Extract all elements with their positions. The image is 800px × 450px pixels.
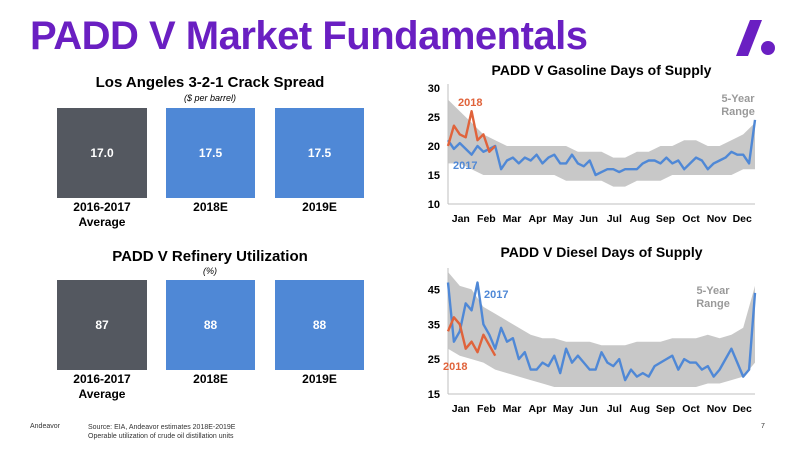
diesel-x-tick-label: Jan xyxy=(452,403,470,415)
gasoline-chart-title: PADD V Gasoline Days of Supply xyxy=(492,62,712,78)
util-label-line2: Average xyxy=(78,387,126,401)
footer-source: Source: EIA, Andeavor estimates 2018E-20… xyxy=(88,423,235,441)
util-value-2019e: 88 xyxy=(312,318,327,332)
crack-label-2016-2017: 2016-2017 Average xyxy=(57,200,147,230)
diesel-x-tick-label: Jun xyxy=(579,403,598,415)
diesel-y-tick-label: 45 xyxy=(428,284,440,296)
diesel-y-tick-label: 35 xyxy=(428,319,440,331)
gasoline-y-tick-label: 10 xyxy=(428,199,440,211)
gasoline-annotation-5-year-range: Range xyxy=(721,106,755,118)
diesel-annotation-2018: 2018 xyxy=(443,361,467,373)
crack-value-2018e: 17.5 xyxy=(198,146,223,160)
diesel-annotation-2017: 2017 xyxy=(484,289,508,301)
diesel-x-tick-label: Jul xyxy=(607,403,622,415)
gasoline-x-tick-label: Aug xyxy=(630,213,650,225)
diesel-series-2018 xyxy=(446,316,497,357)
gasoline-x-tick-label: Dec xyxy=(733,213,752,225)
gasoline-x-tick-label: Jun xyxy=(579,213,598,225)
gasoline-x-tick-label: Feb xyxy=(477,213,496,225)
crack-spread-subtitle: ($ per barrel) xyxy=(183,93,237,103)
slide-title: PADD V Market Fundamentals xyxy=(30,14,588,58)
footer-source-line1: Source: EIA, Andeavor estimates 2018E-20… xyxy=(88,424,236,431)
crack-label-line1: 2019E xyxy=(302,200,337,214)
gasoline-x-tick-label: Sep xyxy=(656,213,675,225)
gasoline-x-tick-label: Mar xyxy=(503,213,522,225)
util-value-2018e: 88 xyxy=(203,318,218,332)
util-label-line1: 2016-2017 xyxy=(73,372,131,386)
gasoline-x-tick-label: May xyxy=(553,213,574,225)
diesel-five-year-range-band xyxy=(448,272,755,387)
diesel-chart-title: PADD V Diesel Days of Supply xyxy=(500,244,702,260)
crack-box-2018e: 17.5 xyxy=(166,108,255,198)
diesel-x-tick-label: Aug xyxy=(630,403,650,415)
gasoline-annotation-5-year-range: 5-Year xyxy=(721,93,755,105)
util-label-2016-2017: 2016-2017 Average xyxy=(57,372,147,402)
gasoline-x-tick-label: Jan xyxy=(452,213,470,225)
gasoline-x-tick-label: Nov xyxy=(707,213,727,225)
gasoline-y-tick-label: 30 xyxy=(428,83,440,95)
gasoline-annotation-2018: 2018 xyxy=(458,97,482,109)
utilization-subtitle: (%) xyxy=(203,266,217,276)
util-label-2018e: 2018E xyxy=(166,372,255,387)
util-box-2019e: 88 xyxy=(275,280,364,370)
crack-label-line2: Average xyxy=(78,215,126,229)
util-box-2018e: 88 xyxy=(166,280,255,370)
diesel-x-tick-label: Mar xyxy=(503,403,522,415)
crack-box-2019e: 17.5 xyxy=(275,108,364,198)
diesel-x-tick-label: Dec xyxy=(733,403,752,415)
utilization-title: PADD V Refinery Utilization xyxy=(112,248,308,265)
diesel-x-tick-label: Oct xyxy=(682,403,700,415)
gasoline-series-2017 xyxy=(447,119,757,177)
gasoline-x-tick-label: Oct xyxy=(682,213,700,225)
gasoline-y-tick-label: 15 xyxy=(428,170,440,182)
crack-label-line1: 2016-2017 xyxy=(73,200,131,214)
gasoline-annotation-2017: 2017 xyxy=(453,160,477,172)
footer-source-line2: Operable utilization of crude oil distil… xyxy=(88,433,234,440)
diesel-x-tick-label: Feb xyxy=(477,403,496,415)
util-label-line1: 2018E xyxy=(193,372,228,386)
crack-value-2019e: 17.5 xyxy=(307,146,332,160)
gasoline-y-tick-label: 20 xyxy=(428,141,440,153)
crack-spread-title: Los Angeles 3-2-1 Crack Spread xyxy=(95,74,325,91)
diesel-y-tick-label: 25 xyxy=(428,354,440,366)
util-label-line1: 2019E xyxy=(302,372,337,386)
diesel-x-tick-label: May xyxy=(553,403,574,415)
diesel-x-tick-label: Sep xyxy=(656,403,675,415)
footer-brand: Andeavor xyxy=(30,423,60,430)
diesel-days-chart: PADD V Diesel Days of Supply 15 25 35 45 Jan F… xyxy=(428,244,757,415)
diesel-series-2017 xyxy=(446,281,757,382)
diesel-annotation-5-year-range: Range xyxy=(696,298,730,310)
crack-label-line1: 2018E xyxy=(193,200,228,214)
gasoline-days-chart: PADD V Gasoline Days of Supply 10 15 20 25 30… xyxy=(428,62,757,225)
gasoline-x-tick-label: Jul xyxy=(607,213,622,225)
diesel-x-tick-label: Apr xyxy=(528,403,546,415)
diesel-x-tick-label: Nov xyxy=(707,403,727,415)
gasoline-x-tick-label: Apr xyxy=(528,213,546,225)
gasoline-series-2018 xyxy=(446,110,497,154)
andeavor-logo-icon xyxy=(736,20,775,56)
gasoline-five-year-range-band xyxy=(448,99,755,187)
page-number: 7 xyxy=(761,423,765,430)
diesel-y-tick-label: 15 xyxy=(428,389,440,401)
util-box-2016-2017: 87 xyxy=(57,280,147,370)
util-label-2019e: 2019E xyxy=(275,372,364,387)
util-value-2016-2017: 87 xyxy=(95,318,109,332)
crack-label-2018e: 2018E xyxy=(166,200,255,215)
gasoline-y-tick-label: 25 xyxy=(428,112,440,124)
crack-value-2016-2017: 17.0 xyxy=(90,146,114,160)
crack-label-2019e: 2019E xyxy=(275,200,364,215)
crack-box-2016-2017: 17.0 xyxy=(57,108,147,198)
diesel-annotation-5-year-range: 5-Year xyxy=(696,285,730,297)
